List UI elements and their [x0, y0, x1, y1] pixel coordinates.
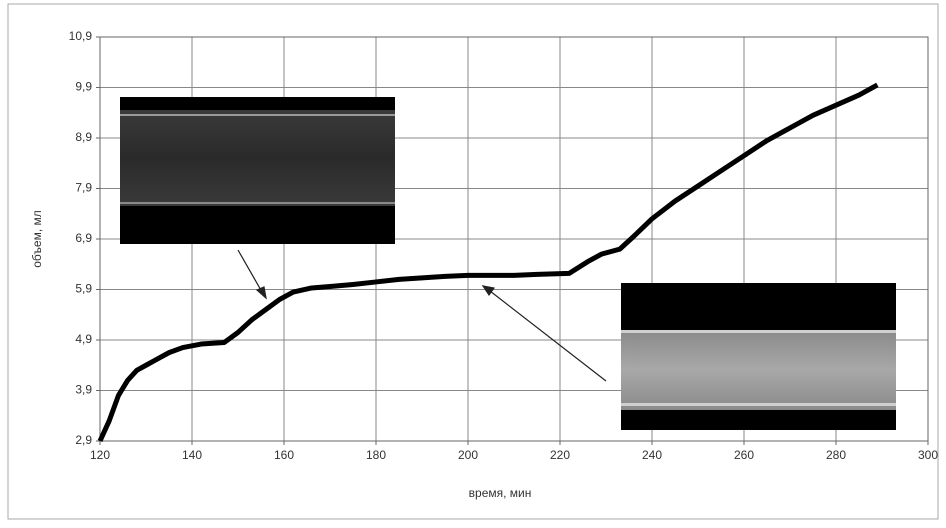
chart-frame	[7, 3, 939, 520]
inset-image-1	[120, 97, 395, 244]
y-tick-label: 4,9	[75, 332, 92, 346]
y-tick-label: 2,9	[75, 433, 92, 447]
data-line	[97, 82, 879, 443]
y-tick-label: 8,9	[75, 130, 92, 144]
x-tick-label: 180	[366, 448, 386, 462]
y-tick-label: 9,9	[75, 80, 92, 94]
x-tick-label: 200	[458, 448, 478, 462]
x-tick-label: 260	[734, 448, 754, 462]
y-tick-label: 6,9	[75, 231, 92, 245]
plot-area: 2,9 3,9 4,9 5,9 6,9 7,9 8,9 9,9 10,9 120 140 160 180…	[69, 29, 939, 462]
plot-border	[99, 36, 929, 442]
y-tick-label: 7,9	[75, 181, 92, 195]
x-tick-label: 120	[90, 448, 110, 462]
x-tick-label: 240	[642, 448, 662, 462]
y-tick-label: 10,9	[69, 29, 93, 43]
x-tick-label: 280	[826, 448, 846, 462]
arrows	[237, 249, 607, 382]
x-tick-label: 160	[274, 448, 294, 462]
x-axis-label: время, мин	[469, 486, 532, 500]
x-tick-label: 300	[918, 448, 938, 462]
y-tick-label: 3,9	[75, 383, 92, 397]
y-tick-label: 5,9	[75, 282, 92, 296]
x-tick-label: 140	[182, 448, 202, 462]
x-tick-label: 220	[550, 448, 570, 462]
inset-image-2	[621, 283, 896, 430]
y-axis-label: объем, мл	[30, 210, 44, 268]
